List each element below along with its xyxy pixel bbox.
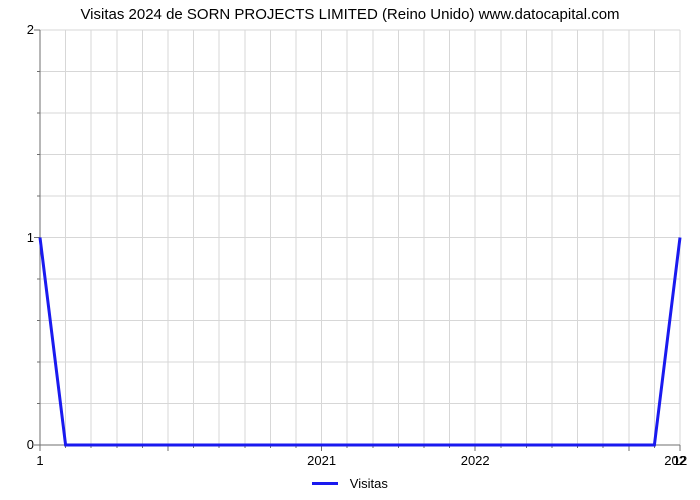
chart-title: Visitas 2024 de SORN PROJECTS LIMITED (R… xyxy=(0,6,700,23)
x-tick-label: 2021 xyxy=(307,453,336,468)
chart-legend: Visitas xyxy=(0,475,700,491)
y-tick-label: 0 xyxy=(14,437,34,452)
legend-label: Visitas xyxy=(350,476,388,491)
y-tick-label: 1 xyxy=(14,230,34,245)
x-tick-label: 2022 xyxy=(461,453,490,468)
x-tick-label: 202 xyxy=(664,453,686,468)
chart-plot xyxy=(40,30,680,457)
y-tick-label: 2 xyxy=(14,22,34,37)
legend-swatch xyxy=(312,482,338,485)
x-tick-label: 1 xyxy=(36,453,43,468)
